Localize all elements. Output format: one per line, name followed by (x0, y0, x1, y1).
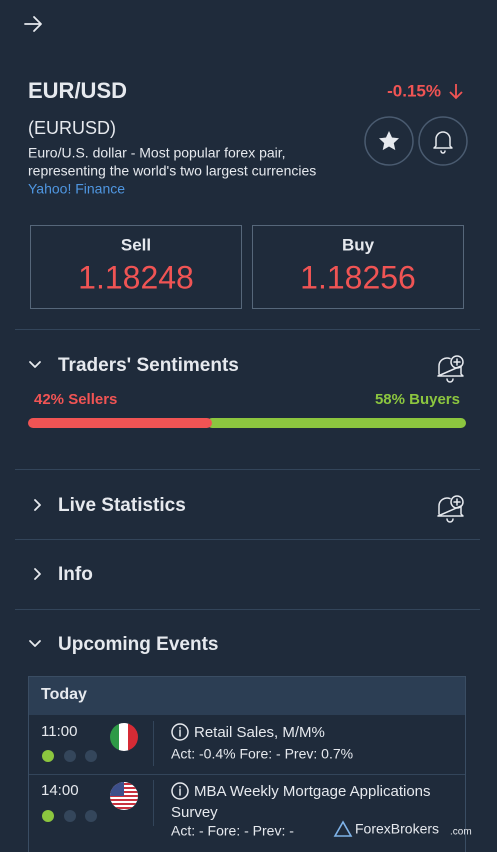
back-arrow[interactable] (24, 16, 42, 32)
sentiment-bar (28, 418, 466, 428)
alert-button[interactable] (418, 116, 468, 166)
buy-price: 1.18256 (300, 259, 416, 295)
flag-italy (110, 723, 138, 751)
symbol: EUR/USD (28, 78, 127, 103)
sellers-label: 42% Sellers (34, 391, 117, 408)
favorite-button[interactable] (364, 116, 414, 166)
event-time: 11:00 (41, 723, 77, 740)
sell-box[interactable] (30, 225, 242, 309)
buy-label: Buy (342, 235, 375, 254)
info-icon[interactable] (171, 782, 189, 800)
sell-price: 1.18248 (78, 259, 194, 295)
flag-usa (110, 782, 138, 810)
event-title: MBA Weekly Mortgage Applications (194, 783, 431, 800)
description: Euro/U.S. dollar - Most popular forex pa… (28, 145, 286, 161)
event-time: 14:00 (41, 782, 79, 799)
importance-dot (42, 810, 54, 822)
watermark-brand: ForexBrokers (355, 821, 439, 837)
chevron-right[interactable] (34, 499, 41, 511)
sellers-bar (28, 418, 212, 428)
day-label: Today (41, 686, 87, 703)
code: (EURUSD) (28, 118, 116, 138)
alert-add-icon[interactable] (437, 355, 464, 383)
bell-icon (433, 131, 453, 154)
importance-dot (64, 810, 76, 822)
sell-label: Sell (121, 235, 151, 254)
table-header (29, 677, 465, 715)
source-link[interactable]: Yahoo! Finance (28, 181, 125, 197)
importance-dot (42, 750, 54, 762)
description: representing the world's two largest cur… (28, 163, 316, 179)
importance-dot (64, 750, 76, 762)
watermark-logo (333, 820, 353, 837)
event-details: Act: -0.4% Fore: - Prev: 0.7% (171, 746, 353, 762)
chevron-down[interactable] (29, 361, 41, 368)
event-title: Survey (171, 804, 218, 821)
alert-add-icon[interactable] (437, 495, 464, 523)
event-title: Retail Sales, M/M% (194, 724, 325, 741)
watermark-domain: .com (450, 827, 472, 838)
buyers-label: 58% Buyers (375, 391, 460, 408)
chevron-down[interactable] (29, 640, 41, 647)
info-icon[interactable] (171, 723, 189, 741)
star-icon (379, 131, 399, 151)
down-arrow (449, 84, 463, 100)
section-title[interactable]: Info (58, 564, 93, 585)
section-title[interactable]: Upcoming Events (58, 634, 218, 655)
event-details: Act: - Fore: - Prev: - (171, 823, 294, 839)
importance-dot (85, 750, 97, 762)
section-title[interactable]: Live Statistics (58, 495, 186, 516)
importance-dot (85, 810, 97, 822)
events-table (28, 676, 466, 852)
buyers-bar (206, 418, 466, 428)
buy-box[interactable] (252, 225, 464, 309)
chevron-right[interactable] (34, 568, 41, 580)
section-title[interactable]: Traders' Sentiments (58, 355, 239, 376)
change: -0.15% (387, 81, 441, 100)
